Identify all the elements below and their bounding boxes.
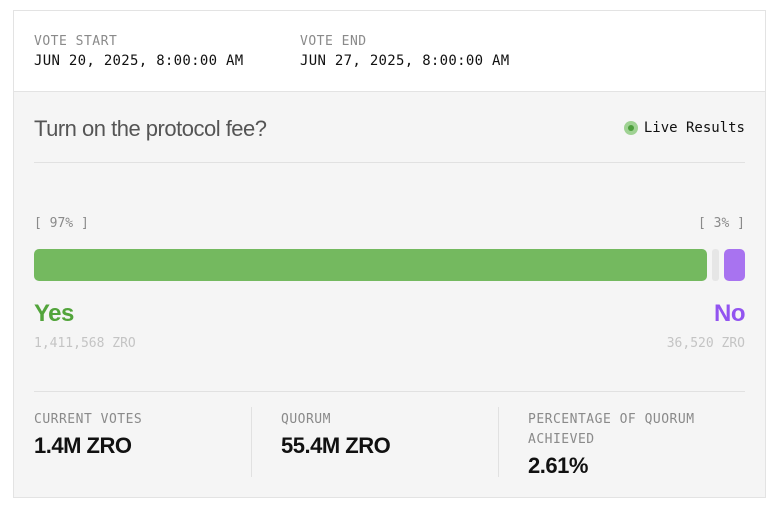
live-indicator-dot-icon [623, 121, 638, 135]
header-divider [34, 162, 745, 163]
quorum-value: 55.4M ZRO [281, 433, 391, 458]
vote-start-label: VOTE START [34, 34, 118, 49]
yes-option-label: Yes [34, 300, 74, 327]
no-option-label: No [714, 300, 746, 327]
current-votes-value: 1.4M ZRO [34, 433, 132, 458]
vote-start-value: JUN 20, 2025, 8:00:00 AM [34, 53, 244, 69]
proposal-question: Turn on the protocol fee? [34, 116, 267, 141]
quorum-stat: QUORUM 55.4M ZRO [281, 410, 491, 459]
yes-vote-count: 1,411,568 ZRO [34, 336, 136, 351]
stats-divider [34, 391, 745, 392]
yes-percent-label: [ 97% ] [34, 216, 89, 231]
quorum-percentage-value: 2.61% [528, 453, 588, 478]
current-votes-label: CURRENT VOTES [34, 412, 143, 427]
quorum-percentage-label: PERCENTAGE OF QUORUM ACHIEVED [528, 412, 695, 447]
vote-card: VOTE START JUN 20, 2025, 8:00:00 AM VOTE… [13, 10, 766, 498]
vote-end: VOTE END JUN 27, 2025, 8:00:00 AM [300, 34, 510, 69]
no-percent-label: [ 3% ] [698, 216, 745, 231]
results-bar [34, 249, 745, 281]
stat-separator [498, 407, 499, 477]
yes-bar [34, 249, 707, 281]
quorum-percentage-stat: PERCENTAGE OF QUORUM ACHIEVED 2.61% [528, 410, 738, 479]
no-vote-count: 36,520 ZRO [666, 336, 745, 351]
current-votes-stat: CURRENT VOTES 1.4M ZRO [34, 410, 244, 459]
no-bar [724, 249, 745, 281]
live-results-indicator: Live Results [623, 120, 745, 136]
vote-end-label: VOTE END [300, 34, 367, 49]
results-panel: Turn on the protocol fee? Live Results [… [14, 92, 765, 497]
vote-start: VOTE START JUN 20, 2025, 8:00:00 AM [34, 34, 244, 69]
vote-end-value: JUN 27, 2025, 8:00:00 AM [300, 53, 510, 69]
stat-separator [251, 407, 252, 477]
quorum-label: QUORUM [281, 412, 331, 427]
vote-times-header: VOTE START JUN 20, 2025, 8:00:00 AM VOTE… [14, 11, 765, 92]
live-results-label: Live Results [643, 120, 745, 136]
bar-gap [712, 249, 719, 281]
